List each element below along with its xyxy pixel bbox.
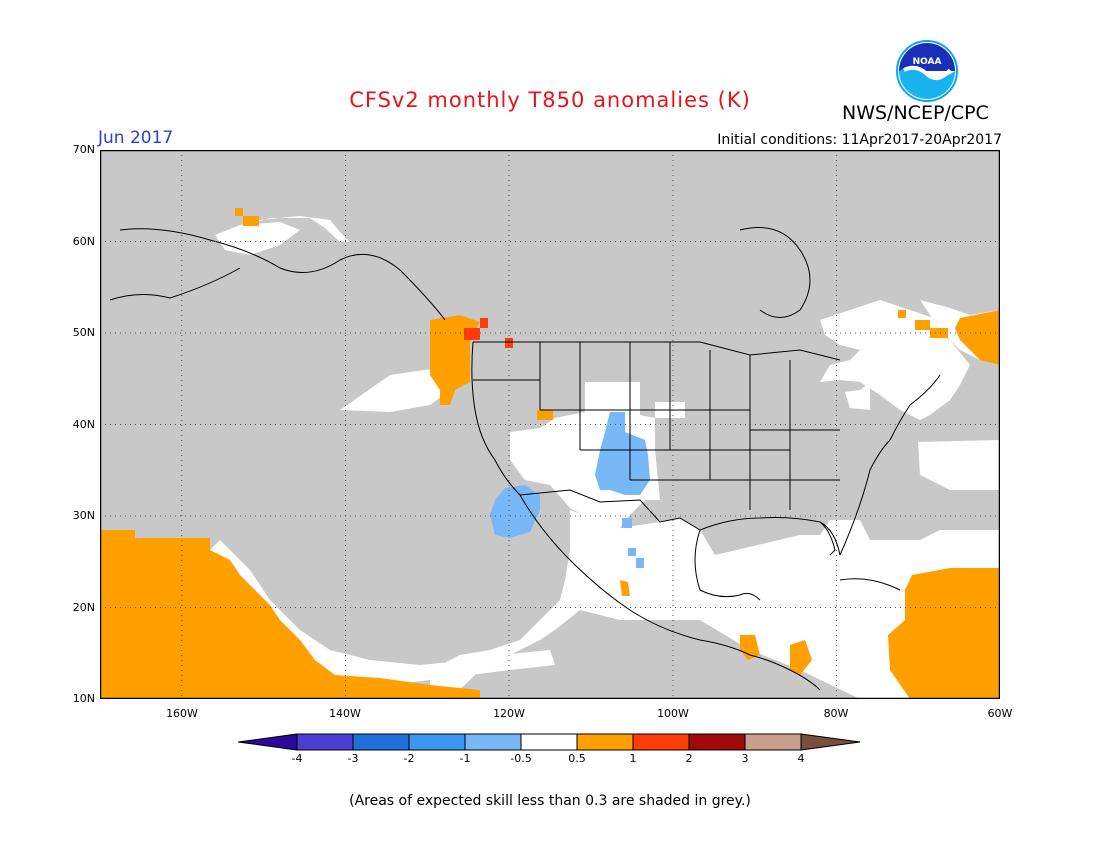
- lon-label-60w: 60W: [987, 707, 1013, 720]
- colorbar-bin: [408, 733, 466, 751]
- colorbar-bin: [744, 733, 802, 751]
- colorbar-bin: [464, 733, 522, 751]
- colorbar-tick: -1: [459, 752, 471, 765]
- strong-positive-regions: [464, 318, 513, 348]
- noaa-logo-icon: NOAA: [896, 40, 958, 102]
- skill-footnote: (Areas of expected skill less than 0.3 a…: [349, 793, 751, 809]
- colorbar-tick: -3: [347, 752, 359, 765]
- lon-label-120w: 120W: [493, 707, 525, 720]
- colorbar-tick: -4: [291, 752, 303, 765]
- positive-anomaly-regions: [100, 208, 1000, 699]
- colorbar-bin: [296, 733, 354, 751]
- colorbar-bin: [352, 733, 410, 751]
- lon-label-80w: 80W: [823, 707, 849, 720]
- colorbar-bin: [688, 733, 746, 751]
- colorbar-arrow-left: [237, 733, 298, 751]
- lon-label-140w: 140W: [329, 707, 361, 720]
- map-frame: [99, 149, 1001, 700]
- colorbar-tick: -0.5: [510, 752, 532, 765]
- negative-anomaly-regions: [490, 412, 650, 568]
- lat-label-60n: 60N: [72, 235, 95, 248]
- colorbar-tick: 3: [741, 752, 749, 765]
- colorbar: [237, 733, 862, 751]
- lat-label-70n: 70N: [72, 143, 95, 156]
- noaa-logo-text: NOAA: [913, 57, 942, 67]
- lat-label-20n: 20N: [72, 601, 95, 614]
- anomaly-map: [99, 149, 1001, 700]
- colorbar-tick: 1: [629, 752, 637, 765]
- forecast-month: Jun 2017: [98, 128, 174, 148]
- colorbar-bin: [520, 733, 578, 751]
- colorbar-bin: [632, 733, 690, 751]
- boundary-lines: [109, 227, 941, 691]
- lat-label-30n: 30N: [72, 509, 95, 522]
- colorbar-tick: 2: [685, 752, 693, 765]
- lat-label-40n: 40N: [72, 418, 95, 431]
- map-panel: [99, 149, 1001, 700]
- colorbar-bin: [576, 733, 634, 751]
- map-title: CFSv2 monthly T850 anomalies (K): [349, 88, 751, 112]
- colorbar-tick: 0.5: [568, 752, 586, 765]
- colorbar-svg: [237, 733, 861, 751]
- lon-label-100w: 100W: [657, 707, 689, 720]
- lon-label-160w: 160W: [166, 707, 198, 720]
- initial-conditions: Initial conditions: 11Apr2017-20Apr2017: [717, 132, 1002, 148]
- lat-label-10n: 10N: [72, 692, 95, 705]
- org-label: NWS/NCEP/CPC: [842, 102, 989, 124]
- lat-label-50n: 50N: [72, 326, 95, 339]
- graticule: [100, 150, 1000, 699]
- colorbar-arrow-right: [800, 733, 861, 751]
- colorbar-tick: -2: [403, 752, 415, 765]
- colorbar-tick: 4: [797, 752, 805, 765]
